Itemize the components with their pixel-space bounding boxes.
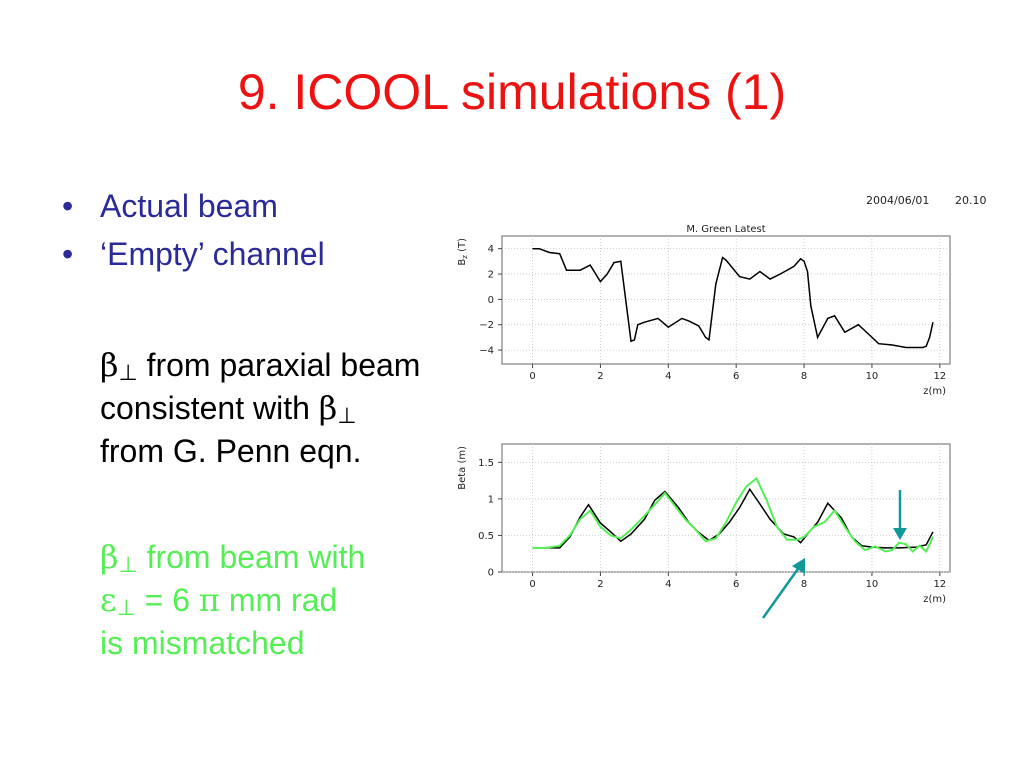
para2-line1: β⊥ from beam with	[100, 540, 365, 583]
para1-text: consistent with	[100, 390, 319, 426]
x-tick-label: 6	[733, 371, 739, 382]
plot-frame	[501, 235, 951, 365]
arrow-overlay	[761, 490, 907, 619]
y-tick-label: 0.5	[478, 531, 494, 542]
bullet-dot: •	[62, 236, 74, 272]
y-tick-label: 0	[488, 295, 494, 306]
bullet-item: • Actual beam	[62, 182, 325, 230]
x-tick-label: 0	[529, 579, 535, 590]
y-tick-label: 4	[488, 244, 494, 255]
plot-date: 2004/06/01	[866, 194, 930, 207]
bullet-text: ‘Empty’ channel	[100, 236, 325, 272]
x-tick-label: 4	[665, 579, 671, 590]
para2-line2: ε⊥ = 6 π mm rad	[100, 583, 365, 626]
para1-line2: consistent with β⊥	[100, 391, 420, 434]
plot-time: 20.10	[955, 194, 987, 207]
x-tick-label: 10	[866, 371, 879, 382]
beta-symbol: β	[100, 538, 119, 576]
beta-function-chart: 0 2 4 6 8 10 12 0 0.5 1 1.5 z(m) Beta (m)	[457, 443, 951, 605]
y-axis-label-main: B	[457, 259, 468, 266]
perp-subscript: ⊥	[116, 596, 136, 621]
y-tick-label: 1	[488, 494, 494, 505]
mismatch-paragraph: β⊥ from beam with ε⊥ = 6 π mm rad is mis…	[62, 540, 365, 660]
para2-text: mm rad	[219, 582, 338, 618]
x-axis-label: z(m)	[923, 594, 946, 605]
paraxial-paragraph: β⊥ from paraxial beam consistent with β⊥…	[62, 348, 420, 468]
x-tick-label: 8	[801, 371, 807, 382]
slide-title: 9. ICOOL simulations (1)	[237, 64, 787, 120]
para2-text: = 6	[135, 582, 199, 618]
y-tick-label: −2	[479, 320, 494, 331]
y-tick-label: 1.5	[478, 458, 494, 469]
x-tick-label: 12	[933, 579, 946, 590]
series-line-green	[532, 476, 934, 554]
pi-symbol: π	[198, 581, 220, 619]
epsilon-symbol: ε	[100, 581, 117, 619]
para1-line1: β⊥ from paraxial beam	[100, 348, 420, 391]
series-line-black	[532, 247, 934, 349]
x-axis-label: z(m)	[923, 386, 946, 397]
x-tick-label: 6	[733, 579, 739, 590]
perp-subscript: ⊥	[337, 404, 357, 429]
bullet-item: • ‘Empty’ channel	[62, 230, 325, 278]
bullet-dot: •	[62, 188, 74, 224]
chart-title: M. Green Latest	[686, 224, 765, 235]
y-axis-label-unit: (T)	[457, 238, 468, 255]
x-tick-label: 8	[801, 579, 807, 590]
plot-frame	[501, 443, 951, 573]
y-tick-label: −4	[479, 346, 494, 357]
arrowhead-icon	[893, 528, 907, 540]
bullet-text: Actual beam	[100, 188, 278, 224]
bullet-list: • Actual beam • ‘Empty’ channel	[62, 182, 325, 278]
para2-line3: is mismatched	[100, 625, 305, 661]
x-tick-label: 2	[597, 371, 603, 382]
x-tick-label: 0	[529, 371, 535, 382]
arrowhead-icon	[792, 558, 805, 574]
y-tick-label: 0	[488, 568, 494, 579]
x-tick-label: 12	[933, 371, 946, 382]
x-tick-label: 4	[665, 371, 671, 382]
x-tick-label: 2	[597, 579, 603, 590]
beta-symbol: β	[318, 389, 338, 427]
para1-text: from paraxial beam	[137, 347, 421, 383]
bz-field-chart: 0 2 4 6 8 10 12 −4 −2 0 2 4 M. Green Latest z(m) Bz (T…	[457, 224, 951, 397]
y-axis-label: Beta (m)	[457, 446, 468, 490]
para1-line3: from G. Penn eqn.	[100, 433, 362, 469]
series-line-black	[532, 487, 934, 549]
y-tick-label: 2	[488, 270, 494, 281]
perp-subscript: ⊥	[118, 361, 138, 386]
beta-symbol: β	[100, 346, 119, 384]
y-axis-label: Bz (T)	[457, 238, 469, 266]
x-tick-label: 10	[866, 579, 879, 590]
up-arrow-icon	[761, 565, 802, 619]
para2-text: from beam with	[137, 539, 366, 575]
perp-subscript: ⊥	[118, 553, 138, 578]
y-axis-label-sub: z	[461, 255, 469, 259]
